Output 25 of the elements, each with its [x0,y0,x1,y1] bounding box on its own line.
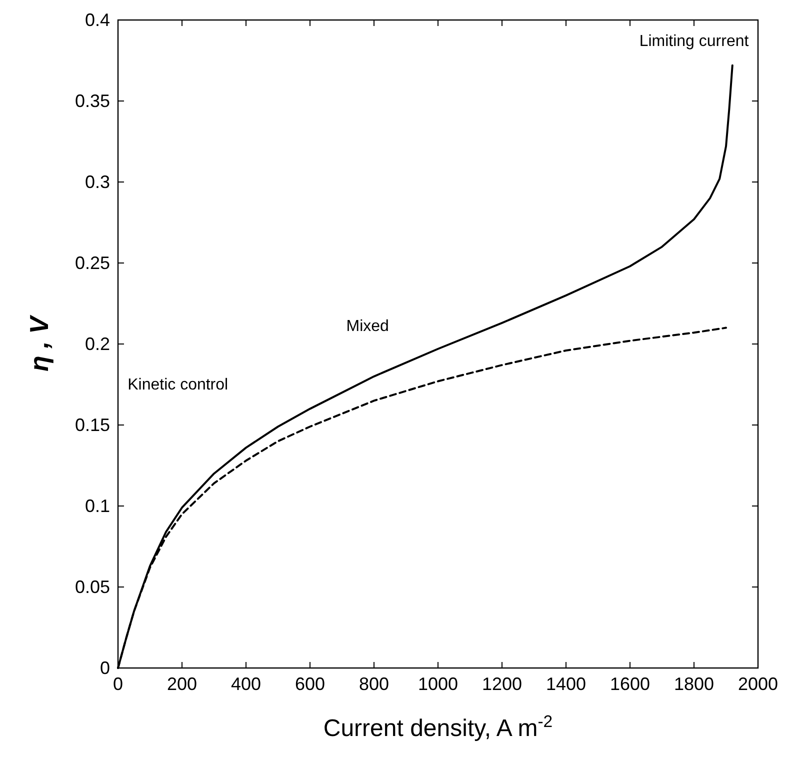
y-tick-label: 0.4 [84,10,110,30]
x-tick-label: 400 [230,674,262,694]
x-tick-label: 0 [112,674,124,694]
x-tick-label: 800 [358,674,390,694]
x-tick-label: 1600 [610,674,650,694]
x-tick-label: 1400 [546,674,586,694]
annotation: Mixed [346,318,389,336]
annotation: Kinetic control [128,376,228,394]
y-tick-label: 0 [100,658,110,678]
x-tick-label: 600 [294,674,326,694]
y-tick-label: 0.25 [74,253,110,273]
y-tick-label: 0.05 [74,577,110,597]
x-tick-label: 1200 [482,674,522,694]
x-tick-label: 2000 [738,674,778,694]
y-tick-label: 0.2 [84,334,110,354]
y-axis-title: η , V [24,314,54,372]
x-tick-label: 200 [166,674,198,694]
x-tick-label: 1000 [418,674,458,694]
y-tick-label: 0.15 [74,415,110,435]
y-tick-label: 0.1 [84,496,110,516]
y-tick-label: 0.35 [74,91,110,111]
annotation: Limiting current [639,32,750,50]
x-axis-title: Current density, A m$^{-2}$ [323,712,553,742]
x-tick-label: 1800 [674,674,714,694]
y-tick-label: 0.3 [84,172,110,192]
